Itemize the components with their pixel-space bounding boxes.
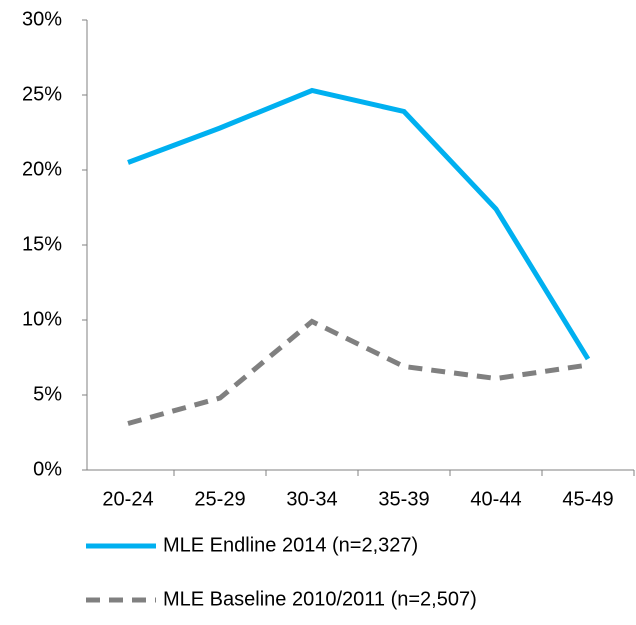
legend-label: MLE Endline 2014 (n=2,327) (163, 534, 418, 556)
y-tick-label: 25% (22, 83, 62, 105)
x-tick-label: 30-34 (286, 488, 337, 510)
x-tick-label: 25-29 (194, 488, 245, 510)
x-tick-label: 45-49 (562, 488, 613, 510)
y-tick-label: 15% (22, 233, 62, 255)
x-tick-label: 20-24 (102, 488, 153, 510)
series-line (127, 318, 589, 426)
y-tick-label: 20% (22, 158, 62, 180)
x-tick-label: 35-39 (378, 488, 429, 510)
x-tick-label: 40-44 (470, 488, 521, 510)
y-tick-label: 30% (22, 8, 62, 30)
series-line (127, 87, 591, 361)
y-tick-label: 10% (22, 308, 62, 330)
y-tick-label: 0% (33, 458, 62, 480)
y-tick-label: 5% (33, 383, 62, 405)
legend-label: MLE Baseline 2010/2011 (n=2,507) (163, 588, 477, 610)
